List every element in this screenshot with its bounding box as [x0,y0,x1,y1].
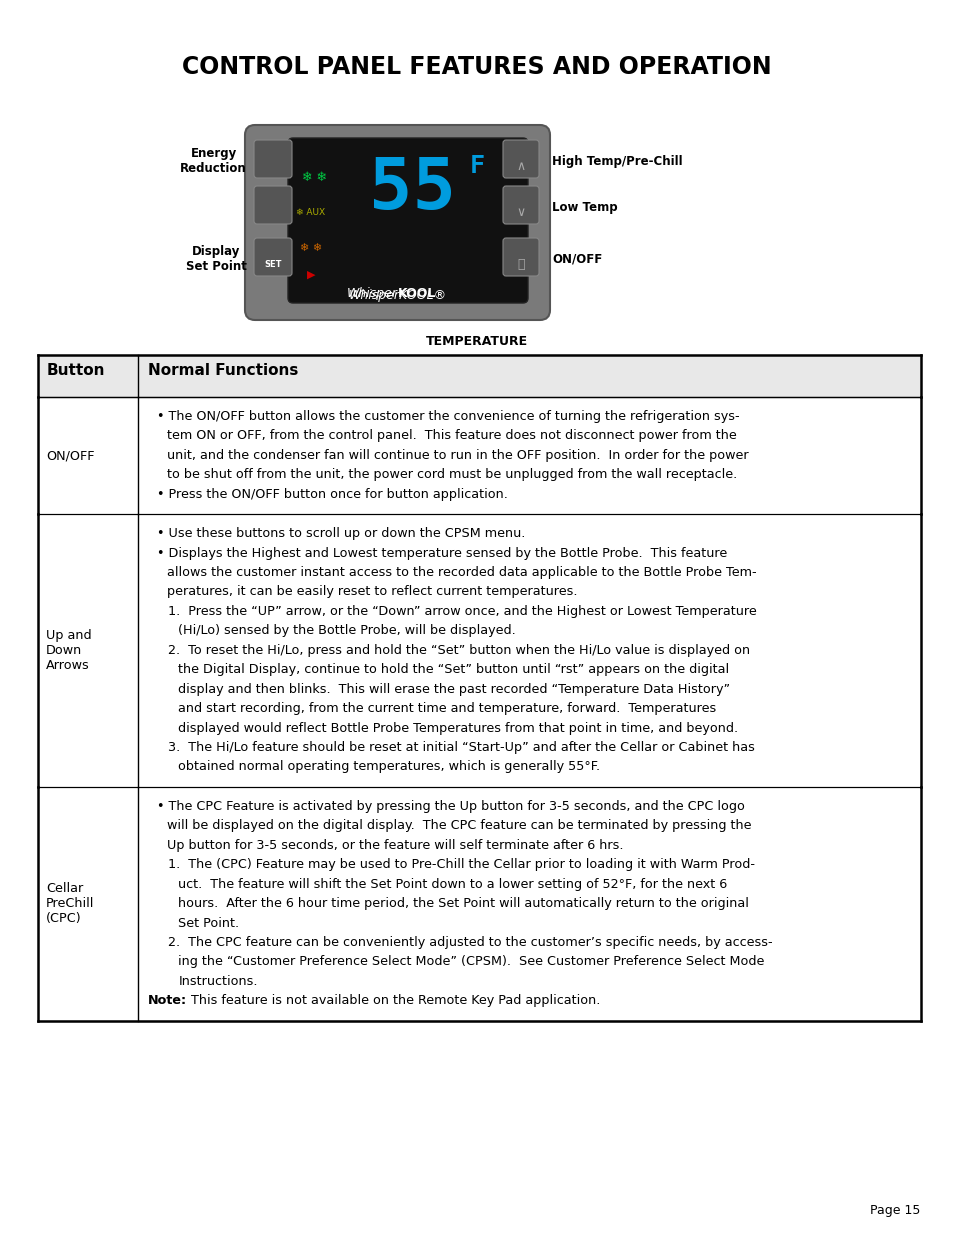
Text: ▶: ▶ [307,269,314,280]
Text: peratures, it can be easily reset to reflect current temperatures.: peratures, it can be easily reset to ref… [167,585,578,599]
Text: to be shut off from the unit, the power cord must be unplugged from the wall rec: to be shut off from the unit, the power … [167,468,737,482]
Text: the Digital Display, continue to hold the “Set” button until “rst” appears on th: the Digital Display, continue to hold th… [178,663,729,677]
Text: TEMPERATURE: TEMPERATURE [425,335,528,348]
Text: Instructions.: Instructions. [178,974,257,988]
Text: Up button for 3-5 seconds, or the feature will self terminate after 6 hrs.: Up button for 3-5 seconds, or the featur… [167,839,623,852]
Text: ❄ AUX: ❄ AUX [296,209,325,217]
Text: ∧: ∧ [516,159,525,173]
FancyBboxPatch shape [253,186,292,224]
Text: Set Point.: Set Point. [178,916,239,930]
Text: WhisperKOOL®: WhisperKOOL® [348,289,446,301]
Text: Button: Button [46,363,105,378]
Text: ❄ ❄: ❄ ❄ [302,170,327,184]
Text: ❄ ❄: ❄ ❄ [299,243,322,253]
Text: unit, and the condenser fan will continue to run in the OFF position.  In order : unit, and the condenser fan will continu… [167,448,748,462]
Text: will be displayed on the digital display.  The CPC feature can be terminated by : will be displayed on the digital display… [167,819,751,832]
Text: 2.  To reset the Hi/Lo, press and hold the “Set” button when the Hi/Lo value is : 2. To reset the Hi/Lo, press and hold th… [168,643,750,657]
Text: ⏻: ⏻ [517,258,524,270]
Text: Normal Functions: Normal Functions [148,363,298,378]
Text: CONTROL PANEL FEATURES AND OPERATION: CONTROL PANEL FEATURES AND OPERATION [182,56,771,79]
Text: ON/OFF: ON/OFF [46,450,94,462]
Text: F: F [469,154,484,178]
Text: and start recording, from the current time and temperature, forward.  Temperatur: and start recording, from the current ti… [178,703,716,715]
FancyBboxPatch shape [253,140,292,178]
Text: tem ON or OFF, from the control panel.  This feature does not disconnect power f: tem ON or OFF, from the control panel. T… [167,430,737,442]
Text: display and then blinks.  This will erase the past recorded “Temperature Data Hi: display and then blinks. This will erase… [178,683,730,695]
FancyBboxPatch shape [502,186,538,224]
Text: allows the customer instant access to the recorded data applicable to the Bottle: allows the customer instant access to th… [167,566,756,579]
Text: • The CPC Feature is activated by pressing the Up button for 3-5 seconds, and th: • The CPC Feature is activated by pressi… [157,800,744,813]
Text: ON/OFF: ON/OFF [552,252,601,266]
Text: Cellar
PreChill
(CPC): Cellar PreChill (CPC) [46,883,94,925]
Text: • The ON/OFF button allows the customer the convenience of turning the refrigera: • The ON/OFF button allows the customer … [157,410,740,422]
Text: Up and
Down
Arrows: Up and Down Arrows [46,629,91,672]
Text: • Press the ON/OFF button once for button application.: • Press the ON/OFF button once for butto… [157,488,508,500]
Text: Low Temp: Low Temp [552,200,617,214]
Text: 1.  Press the “UP” arrow, or the “Down” arrow once, and the Highest or Lowest Te: 1. Press the “UP” arrow, or the “Down” a… [168,605,757,618]
Text: Whisper: Whisper [346,287,397,300]
Text: (Hi/Lo) sensed by the Bottle Probe, will be displayed.: (Hi/Lo) sensed by the Bottle Probe, will… [178,625,516,637]
FancyBboxPatch shape [502,140,538,178]
Text: displayed would reflect Bottle Probe Temperatures from that point in time, and b: displayed would reflect Bottle Probe Tem… [178,721,738,735]
Text: High Temp/Pre-Chill: High Temp/Pre-Chill [552,154,682,168]
Text: Energy
Reduction: Energy Reduction [180,147,247,175]
Text: This feature is not available on the Remote Key Pad application.: This feature is not available on the Rem… [187,994,599,1008]
Bar [38,354,920,396]
FancyBboxPatch shape [253,238,292,275]
Text: ∨: ∨ [516,205,525,219]
FancyBboxPatch shape [502,238,538,275]
FancyBboxPatch shape [288,138,527,303]
Text: Note:: Note: [148,994,187,1008]
Text: 1.  The (CPC) Feature may be used to Pre-Chill the Cellar prior to loading it wi: 1. The (CPC) Feature may be used to Pre-… [168,858,755,871]
Text: Display
Set Point: Display Set Point [186,245,247,273]
Text: 55: 55 [369,156,456,224]
Text: KOOL: KOOL [397,287,436,300]
Text: Page 15: Page 15 [869,1204,920,1216]
Text: ing the “Customer Preference Select Mode” (CPSM).  See Customer Preference Selec: ing the “Customer Preference Select Mode… [178,956,764,968]
Text: hours.  After the 6 hour time period, the Set Point will automatically return to: hours. After the 6 hour time period, the… [178,897,748,910]
Text: 3.  The Hi/Lo feature should be reset at initial “Start-Up” and after the Cellar: 3. The Hi/Lo feature should be reset at … [168,741,755,755]
Text: • Displays the Highest and Lowest temperature sensed by the Bottle Probe.  This : • Displays the Highest and Lowest temper… [157,547,727,559]
Text: 2.  The CPC feature can be conveniently adjusted to the customer’s specific need: 2. The CPC feature can be conveniently a… [168,936,772,948]
Text: • Use these buttons to scroll up or down the CPSM menu.: • Use these buttons to scroll up or down… [157,527,525,540]
FancyBboxPatch shape [245,125,550,320]
Text: uct.  The feature will shift the Set Point down to a lower setting of 52°F, for : uct. The feature will shift the Set Poin… [178,878,727,890]
Text: SET: SET [264,259,281,268]
Text: obtained normal operating temperatures, which is generally 55°F.: obtained normal operating temperatures, … [178,761,599,773]
